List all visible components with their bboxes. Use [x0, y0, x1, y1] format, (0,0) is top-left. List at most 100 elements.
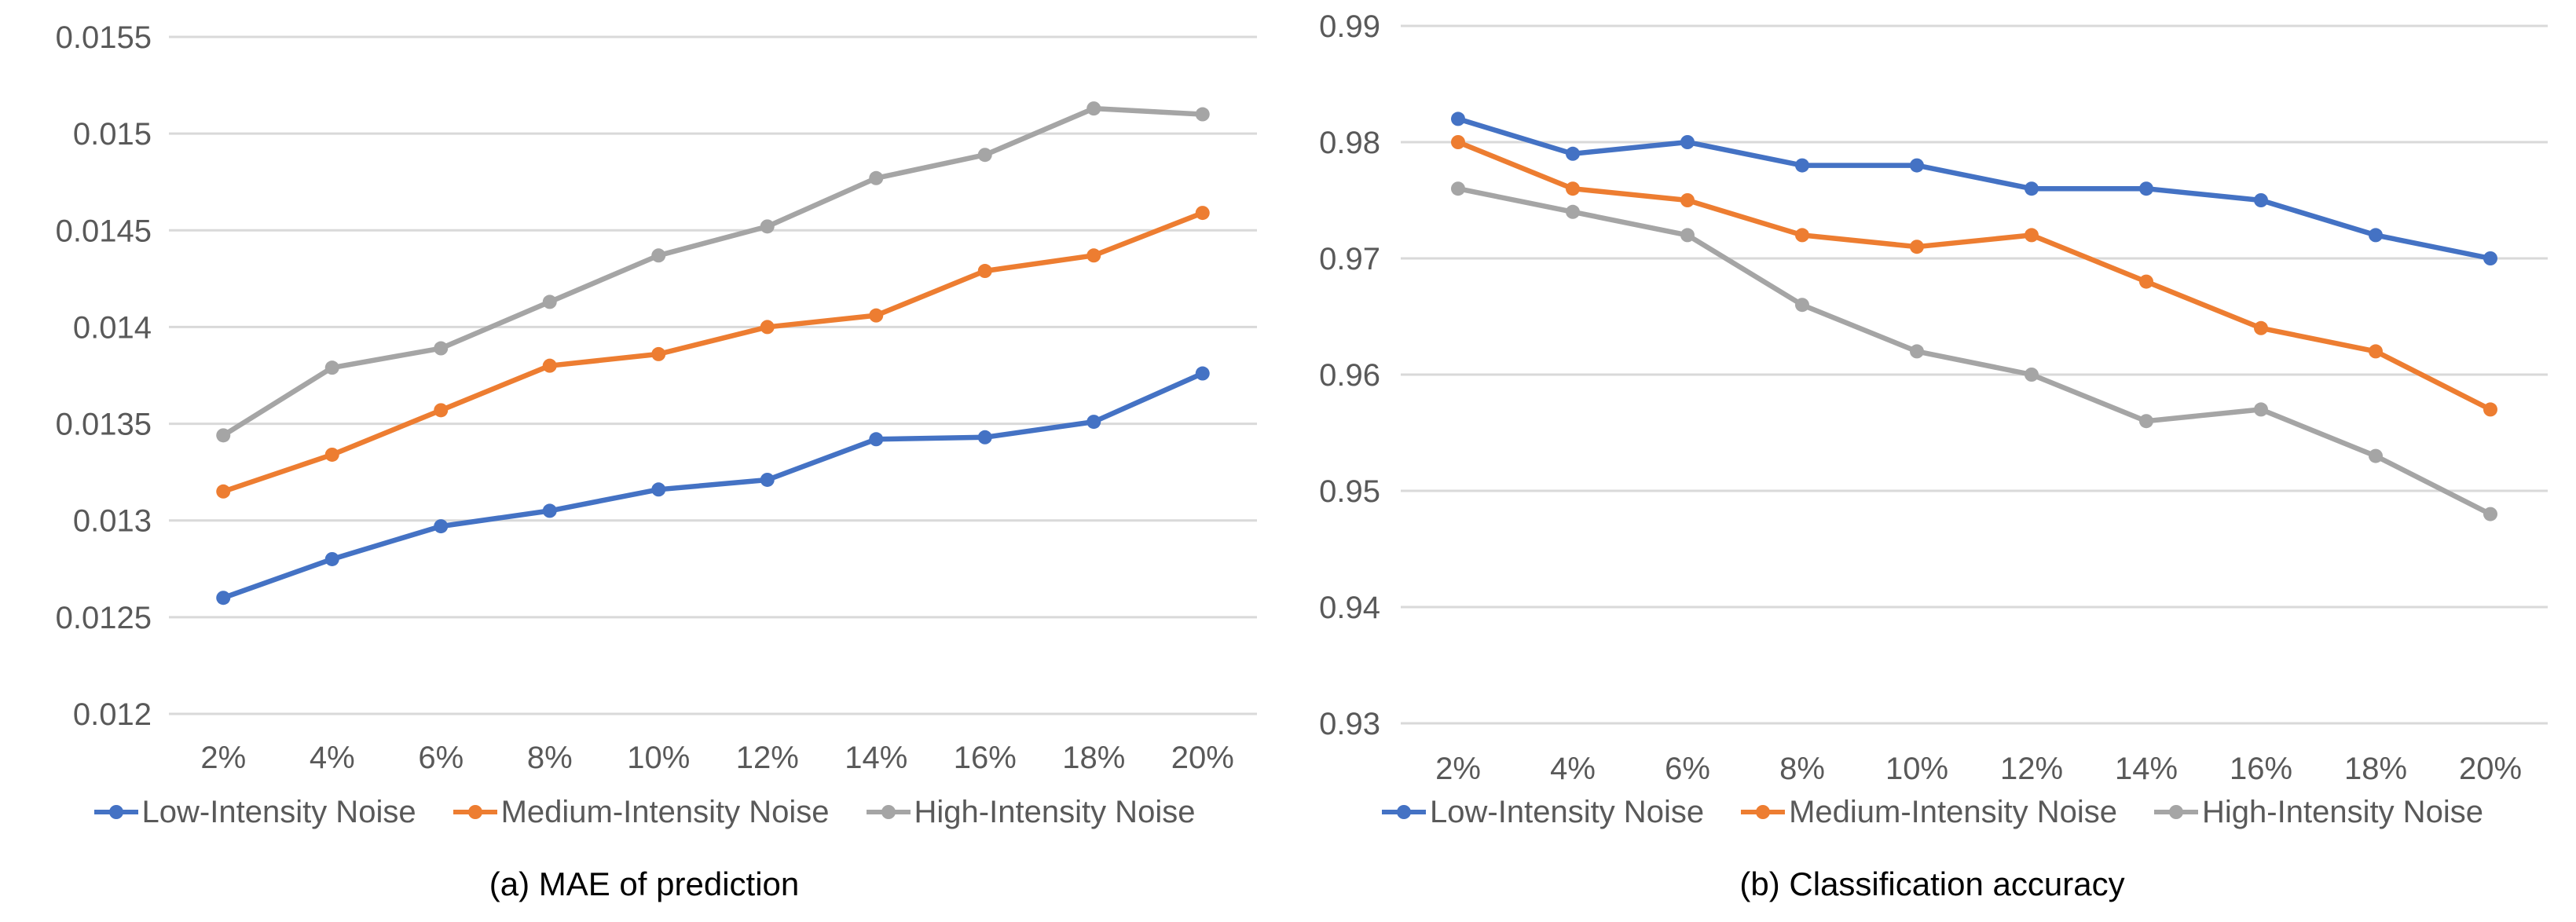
data-point-low-intensity-noise — [2139, 181, 2153, 196]
x-axis-tick-label: 14% — [2115, 752, 2178, 785]
data-point-low-intensity-noise — [651, 482, 666, 497]
x-axis-tick-label: 4% — [310, 741, 355, 775]
data-point-low-intensity-noise — [760, 472, 775, 487]
x-axis-tick-label: 20% — [1171, 741, 1234, 775]
legend-item-high-intensity-noise: High-Intensity Noise — [866, 794, 1196, 830]
data-point-high-intensity-noise — [2483, 507, 2497, 521]
legend-item-low-intensity-noise: Low-Intensity Noise — [1381, 795, 1704, 830]
data-point-high-intensity-noise — [1680, 228, 1695, 243]
data-point-medium-intensity-noise — [1910, 240, 1924, 254]
y-axis-tick-label: 0.0145 — [56, 214, 152, 248]
y-axis-tick-label: 0.0135 — [56, 408, 152, 442]
legend-marker-high-intensity-noise — [2154, 805, 2199, 819]
data-point-high-intensity-noise — [1910, 344, 1924, 359]
data-point-low-intensity-noise — [1680, 135, 1695, 149]
y-axis-tick-label: 0.0125 — [56, 601, 152, 635]
data-point-high-intensity-noise — [1086, 101, 1101, 116]
data-point-low-intensity-noise — [2369, 228, 2383, 243]
y-axis-tick-label: 0.015 — [73, 117, 152, 152]
x-axis-tick-label: 20% — [2459, 752, 2522, 785]
data-point-medium-intensity-noise — [1451, 135, 1465, 149]
legend-item-medium-intensity-noise: Medium-Intensity Noise — [1740, 795, 2117, 830]
series-line-low-intensity-noise — [221, 371, 1205, 601]
data-point-medium-intensity-noise — [2369, 344, 2383, 359]
data-point-medium-intensity-noise — [651, 346, 666, 361]
data-point-high-intensity-noise — [977, 148, 992, 163]
legend-label: High-Intensity Noise — [2202, 794, 2483, 829]
series-line-medium-intensity-noise — [221, 210, 1205, 495]
chart-classification-accuracy: 0.99 0.98 0.97 0.96 0.95 0.94 0.93 2% 4% 6% 8% 10% 1… — [1288, 0, 2576, 922]
data-point-high-intensity-noise — [2254, 402, 2268, 417]
x-axis-tick-label: 8% — [1779, 752, 1825, 785]
x-axis-tick-label: 12% — [2000, 752, 2063, 785]
y-axis-tick-label: 0.014 — [73, 310, 152, 345]
legend-marker-dot — [1756, 805, 1771, 819]
data-point-medium-intensity-noise — [434, 403, 449, 418]
data-point-high-intensity-noise — [2369, 448, 2383, 463]
legend-marker-high-intensity-noise — [866, 805, 911, 819]
data-point-medium-intensity-noise — [324, 447, 339, 462]
data-point-medium-intensity-noise — [542, 358, 557, 373]
data-point-high-intensity-noise — [216, 428, 231, 443]
x-axis-tick-label: 6% — [418, 741, 464, 775]
legend-marker-dot — [881, 805, 896, 819]
data-point-high-intensity-noise — [434, 341, 449, 356]
caption-mae: (a) MAE of prediction — [489, 865, 800, 902]
line-chart-accuracy: 0.99 0.98 0.97 0.96 0.95 0.94 0.93 2% 4% 6% 8% 10% 1… — [1319, 9, 2548, 785]
x-axis-tick-label: 18% — [2344, 752, 2407, 785]
x-axis-tick-label: 4% — [1550, 752, 1596, 785]
data-point-low-intensity-noise — [1910, 158, 1924, 173]
x-axis-tick-label: 2% — [1435, 752, 1481, 785]
y-axis-tick-label: 0.94 — [1319, 591, 1380, 625]
legend-marker-dot — [467, 805, 482, 819]
y-axis-tick-label: 0.012 — [73, 697, 152, 732]
data-point-medium-intensity-noise — [869, 308, 884, 323]
x-axis-tick-label: 2% — [200, 741, 246, 775]
chart-mae-of-prediction: 0.0155 0.015 0.0145 0.014 0.0135 0.013 0.0125 0… — [0, 20, 1288, 902]
data-point-high-intensity-noise — [2025, 368, 2039, 382]
legend-item-low-intensity-noise: Low-Intensity Noise — [93, 795, 416, 830]
legend-label: Medium-Intensity Noise — [500, 794, 830, 829]
caption-accuracy: (b) Classification accuracy — [1739, 865, 2125, 902]
legend-item-high-intensity-noise: High-Intensity Noise — [2153, 795, 2483, 830]
data-point-low-intensity-noise — [2025, 181, 2039, 196]
legend-marker-medium-intensity-noise — [453, 805, 497, 819]
data-point-low-intensity-noise — [1086, 415, 1101, 430]
y-axis-tick-label: 0.93 — [1319, 707, 1380, 741]
y-axis-tick-label: 0.0155 — [56, 20, 152, 55]
data-point-medium-intensity-noise — [1086, 248, 1101, 263]
data-point-high-intensity-noise — [1195, 107, 1210, 122]
legend-mae: Low-Intensity Noise Medium-Intensity Nois… — [0, 788, 1288, 836]
data-point-medium-intensity-noise — [1680, 193, 1695, 207]
data-point-medium-intensity-noise — [1795, 228, 1809, 243]
data-point-low-intensity-noise — [1195, 366, 1210, 381]
x-axis-tick-label: 8% — [527, 741, 573, 775]
x-axis-tick-label: 18% — [1062, 741, 1125, 775]
legend-accuracy: Low-Intensity Noise Medium-Intensity Nois… — [1288, 788, 2576, 836]
data-point-low-intensity-noise — [869, 432, 884, 447]
legend-label: Medium-Intensity Noise — [1789, 794, 2118, 829]
data-point-low-intensity-noise — [542, 503, 557, 518]
legend-marker-dot — [108, 805, 123, 819]
data-point-high-intensity-noise — [760, 219, 775, 234]
legend-marker-dot — [1397, 805, 1412, 819]
data-point-high-intensity-noise — [869, 170, 884, 185]
line-chart-mae: 0.0155 0.015 0.0145 0.014 0.0135 0.013 0.0125 0… — [56, 20, 1257, 775]
legend-item-medium-intensity-noise: Medium-Intensity Noise — [453, 795, 830, 830]
data-point-low-intensity-noise — [1451, 112, 1465, 126]
y-axis-tick-label: 0.97 — [1319, 242, 1380, 276]
data-point-low-intensity-noise — [2483, 251, 2497, 265]
data-point-medium-intensity-noise — [977, 264, 992, 279]
series-line-low-intensity-noise — [1455, 116, 2494, 262]
legend-marker-medium-intensity-noise — [1741, 805, 1786, 819]
data-point-low-intensity-noise — [324, 551, 339, 566]
data-point-low-intensity-noise — [977, 430, 992, 445]
data-point-high-intensity-noise — [1451, 181, 1465, 196]
legend-label: Low-Intensity Noise — [141, 794, 416, 829]
legend-label: High-Intensity Noise — [914, 794, 1196, 829]
data-point-low-intensity-noise — [1795, 158, 1809, 173]
series-line-high-intensity-noise — [221, 105, 1205, 438]
series-line-medium-intensity-noise — [1455, 139, 2494, 412]
data-point-medium-intensity-noise — [760, 320, 775, 335]
x-axis-tick-label: 14% — [845, 741, 907, 775]
